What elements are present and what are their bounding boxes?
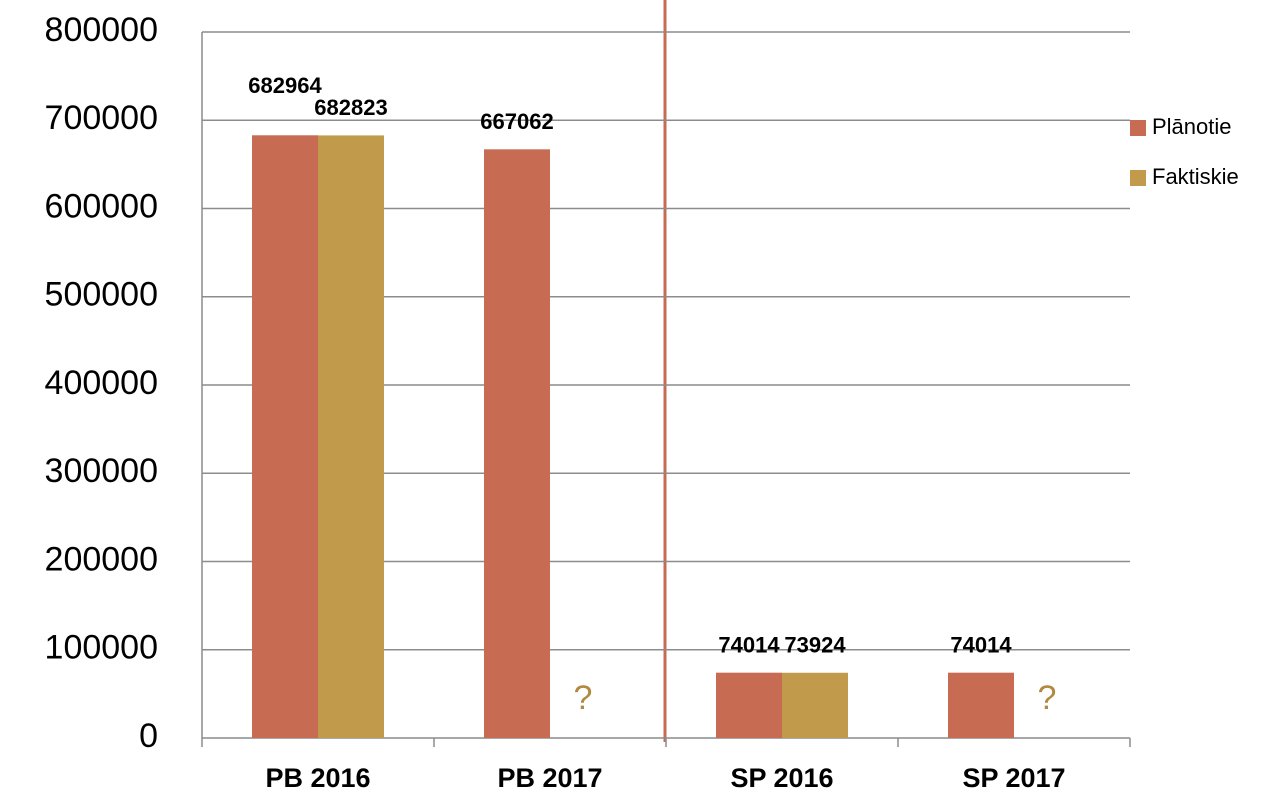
value-label: 667062 <box>480 109 553 134</box>
annotation: ? <box>574 679 593 717</box>
y-tick-label: 500000 <box>45 276 158 314</box>
legend-swatch <box>1130 120 1146 136</box>
legend-label: Plānotie <box>1152 114 1232 139</box>
x-tick-label: PB 2016 <box>265 763 370 793</box>
value-label: 73924 <box>784 633 846 658</box>
legend-swatch <box>1130 170 1146 186</box>
y-tick-label: 600000 <box>45 187 158 225</box>
x-tick-label: SP 2016 <box>730 763 833 793</box>
bar <box>484 149 550 739</box>
y-tick-label: 100000 <box>45 629 158 667</box>
y-tick-label: 0 <box>139 717 158 755</box>
y-tick-label: 800000 <box>45 11 158 49</box>
annotation: ? <box>1038 679 1057 717</box>
legend-label: Faktiskie <box>1152 164 1239 189</box>
y-tick-label: 300000 <box>45 452 158 490</box>
x-tick-label: SP 2017 <box>962 763 1065 793</box>
bar <box>252 135 318 738</box>
value-label: 682964 <box>248 73 322 98</box>
y-tick-label: 700000 <box>45 99 158 137</box>
bar <box>782 672 848 738</box>
value-label: 682823 <box>314 95 387 120</box>
value-label: 74014 <box>950 632 1012 657</box>
bar <box>318 135 384 739</box>
y-tick-label: 200000 <box>45 540 158 578</box>
x-tick-label: PB 2017 <box>497 763 602 793</box>
value-label: 74014 <box>718 632 780 657</box>
bar <box>716 672 782 738</box>
y-tick-label: 400000 <box>45 364 158 402</box>
bar <box>948 672 1014 738</box>
